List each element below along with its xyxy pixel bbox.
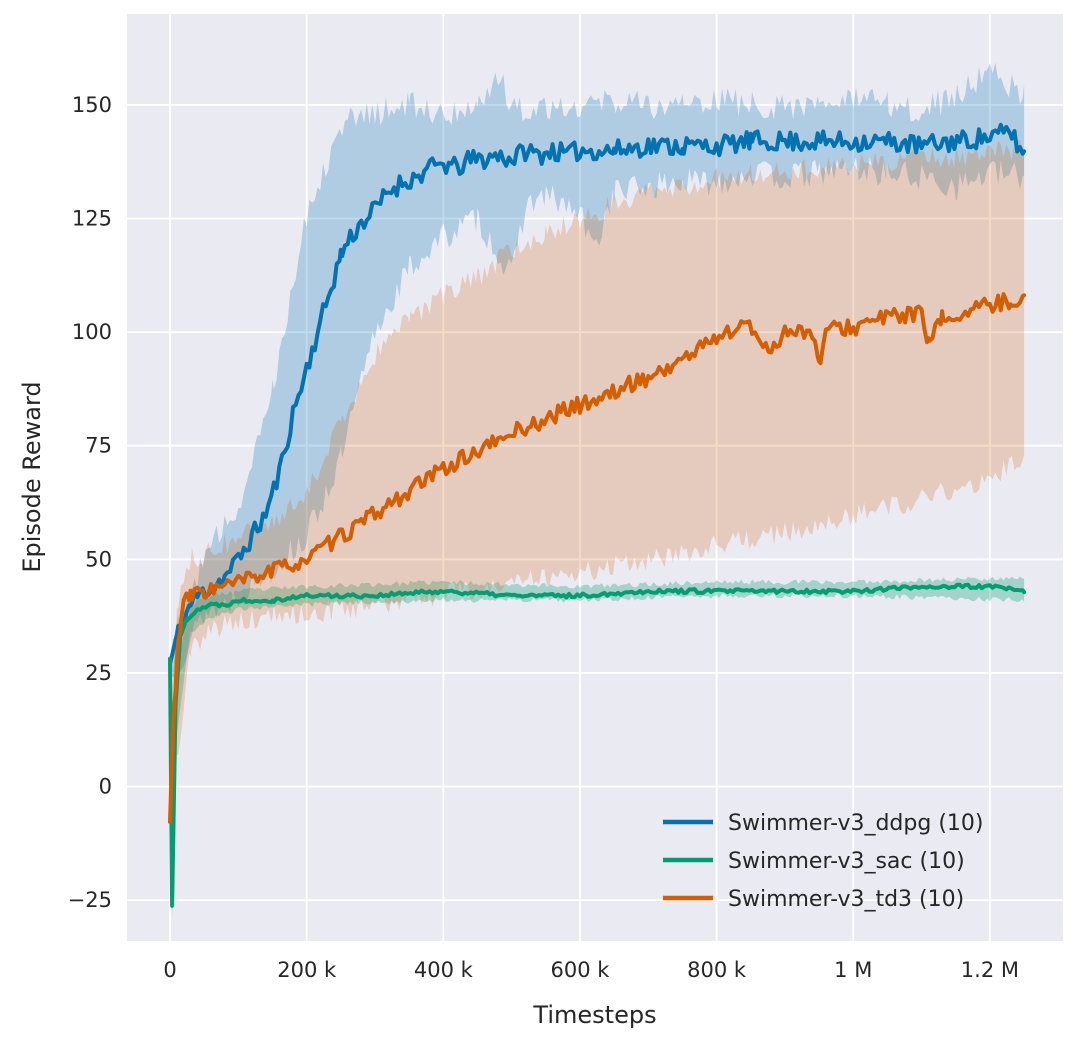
x-tick-label: 200 k [277,958,337,982]
x-tick-label: 1 M [834,958,872,982]
y-tick-label: 100 [72,320,112,344]
plot-area [168,62,1027,921]
x-tick-label: 400 k [414,958,474,982]
y-axis-title: Episode Reward [18,381,46,573]
legend-label: Swimmer-v3_td3 (10) [728,887,964,912]
x-axis-title: Timesteps [533,1001,657,1029]
x-tick-label: 1.2 M [961,958,1019,982]
legend: Swimmer-v3_ddpg (10) Swimmer-v3_sac (10) S… [663,811,983,912]
x-tick-label: 800 k [687,958,747,982]
series-line-2 [168,292,1027,824]
y-tick-label: 150 [72,93,112,117]
x-tick-label: 0 [163,958,176,982]
series-line-0 [168,122,1027,666]
y-tick-label: 0 [99,775,112,799]
y-tick-label: 75 [85,434,112,458]
confidence-band-0 [170,62,1025,680]
series-line-1 [168,582,1027,908]
legend-label: Swimmer-v3_sac (10) [728,849,965,874]
y-tick-label: 25 [85,661,112,685]
y-tick-label: −25 [68,888,112,912]
y-tick-label: 50 [85,547,112,571]
legend-label: Swimmer-v3_ddpg (10) [728,811,983,836]
tick-labels: 0 200 k 400 k 600 k 800 k 1 M 1.2 M −25 0 25 50 75 1… [68,93,1019,982]
y-tick-label: 125 [72,206,112,230]
x-tick-label: 600 k [551,958,611,982]
